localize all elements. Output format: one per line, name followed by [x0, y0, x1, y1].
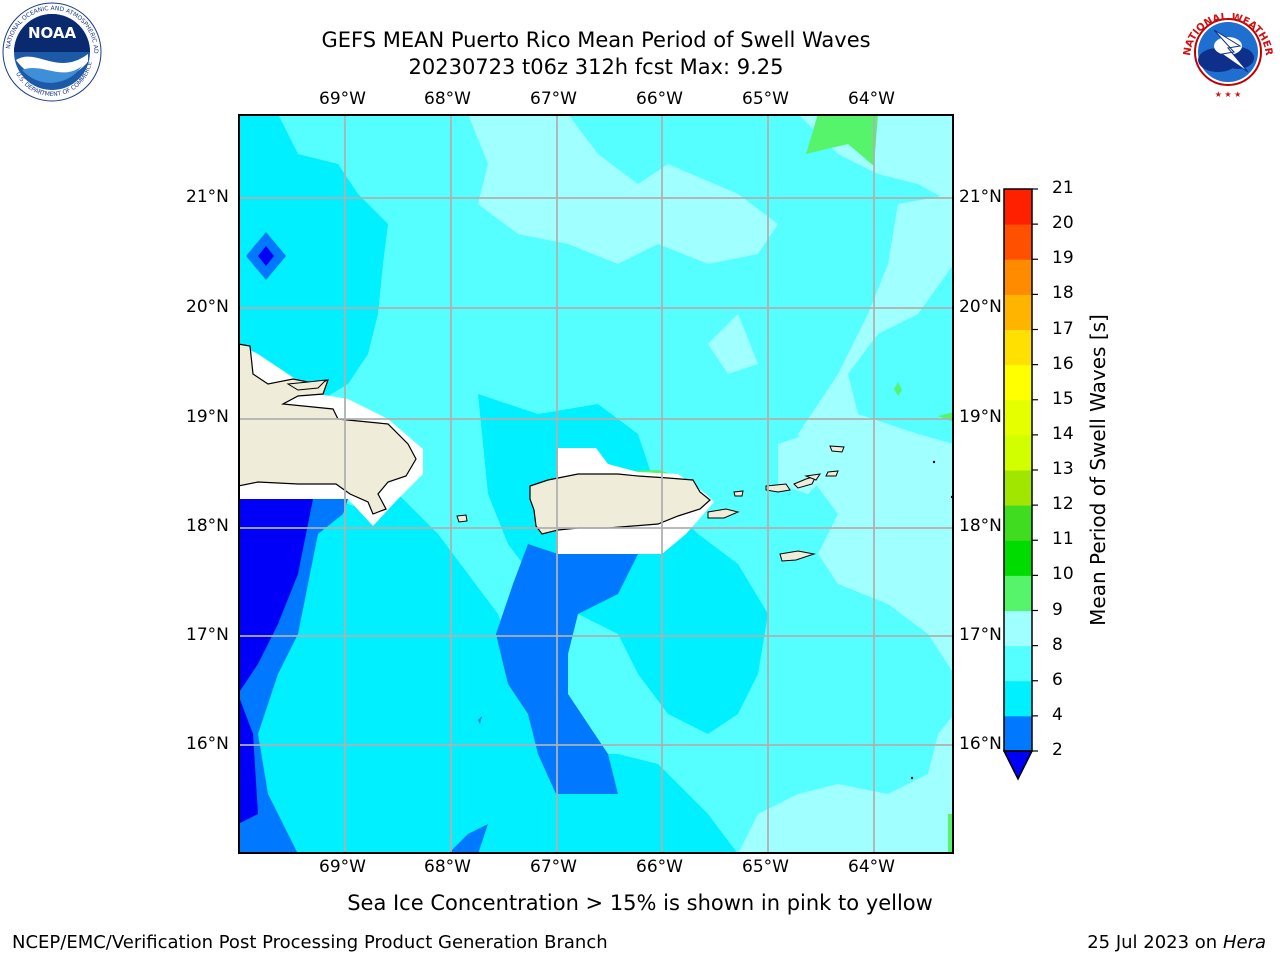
colorbar-tick-label: 15 [1052, 388, 1074, 409]
lat-label-right: 17°N [959, 625, 1002, 645]
lat-label-right: 18°N [959, 516, 1002, 536]
lat-label-left: 20°N [186, 297, 229, 317]
ocean-band-below-2 [238, 694, 258, 824]
run-date-text: 25 Jul 2023 on [1087, 932, 1218, 953]
swell-period-map [238, 114, 954, 854]
colorbar-tick-label: 21 [1052, 178, 1074, 198]
colorbar-segment [1004, 224, 1032, 260]
colorbar-tick-label: 20 [1052, 213, 1074, 234]
colorbar-tick-label: 17 [1052, 318, 1074, 339]
colorbar-tick-label: 9 [1052, 599, 1063, 620]
lat-label-left: 17°N [186, 625, 229, 645]
lat-label-right: 16°N [959, 734, 1002, 754]
ocean-band-8-9 [738, 714, 954, 854]
colorbar-segment [1004, 364, 1032, 401]
map-gridlines [238, 114, 954, 854]
ocean-band-8-9 [798, 194, 954, 674]
land-anegada [829, 445, 845, 453]
nws-logo: NATIONAL WEATHER SERVICE ★ ★ ★ [1178, 2, 1278, 102]
ocean-band-9-10 [806, 114, 878, 166]
land-st-thomas [765, 483, 791, 493]
colorbar-tick-label: 8 [1052, 634, 1063, 655]
colorbar-segment [1004, 294, 1032, 330]
colorbar-segment [1004, 259, 1032, 295]
lon-label-bottom: 64°W [848, 857, 895, 877]
lon-label-bottom: 67°W [530, 857, 577, 877]
colorbar-segment [1004, 575, 1032, 611]
colorbar-label: Mean Period of Swell Waves [s] [1086, 314, 1110, 626]
lat-label-left: 16°N [186, 734, 229, 754]
lon-label-top: 68°W [424, 89, 471, 109]
chart-title: GEFS MEAN Puerto Rico Mean Period of Swe… [321, 28, 871, 52]
colorbar-segment [1004, 505, 1032, 541]
svg-text:★ ★ ★: ★ ★ ★ [1215, 90, 1242, 99]
colorbar-segment [1004, 540, 1032, 576]
lon-label-bottom: 65°W [742, 857, 789, 877]
colorbar-segment [1004, 645, 1032, 682]
colorbar-tick-label: 18 [1052, 283, 1074, 304]
colorbar-segment [1004, 715, 1032, 752]
colorbar [1000, 185, 1040, 785]
land-st-croix [779, 550, 816, 562]
credit-text: NCEP/EMC/Verification Post Processing Pr… [12, 932, 608, 953]
colorbar-tick-label: 14 [1052, 423, 1074, 444]
lat-label-right: 20°N [959, 297, 1002, 317]
chart-subtitle: 20230723 t06z 312h fcst Max: 9.25 [408, 55, 784, 79]
colorbar-segment [1004, 610, 1032, 647]
lat-label-left: 19°N [186, 407, 229, 427]
ocean-band-2-4 [448, 824, 488, 854]
lon-label-bottom: 69°W [319, 857, 366, 877]
colorbar-tick-label: 2 [1052, 740, 1063, 760]
colorbar-segment [1004, 434, 1032, 471]
land-vieques [707, 508, 740, 519]
ocean-band-8-9 [468, 114, 778, 264]
ocean-band-4-6 [238, 494, 738, 854]
map-frame [238, 114, 954, 854]
run-date: 25 Jul 2023 on Hera [1087, 932, 1266, 953]
colorbar-under-arrow [1002, 750, 1034, 781]
colorbar-tick-label: 12 [1052, 494, 1074, 515]
lon-label-bottom: 68°W [424, 857, 471, 877]
ocean-band-8-9 [708, 314, 758, 374]
colorbar-tick-label: 11 [1052, 529, 1074, 550]
ocean-band-2-4 [496, 544, 638, 794]
land-st-john [793, 475, 817, 489]
land-tortola [804, 473, 822, 481]
lon-label-top: 65°W [742, 89, 789, 109]
colorbar-segment [1004, 329, 1032, 366]
noaa-logo-text: NOAA [28, 24, 77, 42]
colorbar-segment [1004, 470, 1032, 506]
colorbar-tick-label: 4 [1052, 704, 1063, 725]
lon-label-bottom: 66°W [636, 857, 683, 877]
land-hispaniola [238, 343, 417, 515]
colorbar-segment [1004, 189, 1032, 225]
land-culebra [733, 490, 744, 497]
colorbar-tick-label: 19 [1052, 248, 1074, 269]
ocean-band-below-2 [258, 246, 274, 266]
lat-label-left: 18°N [186, 516, 229, 536]
land-mona-island [456, 514, 468, 523]
colorbar-tick-label: 6 [1052, 669, 1063, 690]
lon-label-top: 64°W [848, 89, 895, 109]
colorbar-segment [1004, 680, 1032, 717]
machine-name: Hera [1222, 932, 1266, 953]
sea-ice-note: Sea Ice Concentration > 15% is shown in … [347, 891, 933, 915]
lat-label-left: 21°N [186, 187, 229, 207]
ocean-band-2-4 [478, 716, 482, 724]
land-virgin-gorda [825, 470, 839, 477]
colorbar-tick-label: 16 [1052, 353, 1074, 374]
ocean-band-9-10 [894, 382, 902, 396]
noaa-logo: NOAA NATIONAL OCEANIC AND ATMOSPHERIC AD… [2, 2, 102, 102]
ocean-band-4-6 [238, 294, 368, 364]
lon-label-top: 69°W [319, 89, 366, 109]
colorbar-tick-label: 10 [1052, 564, 1074, 585]
colorbar-tick-label: 13 [1052, 459, 1074, 479]
colorbar-segment [1004, 399, 1032, 436]
lon-label-top: 66°W [636, 89, 683, 109]
ocean-band-below-2 [238, 499, 313, 694]
lon-label-top: 67°W [530, 89, 577, 109]
lat-label-right: 19°N [959, 407, 1002, 427]
lat-label-right: 21°N [959, 187, 1002, 207]
land-hispaniola-north-island [286, 379, 328, 391]
